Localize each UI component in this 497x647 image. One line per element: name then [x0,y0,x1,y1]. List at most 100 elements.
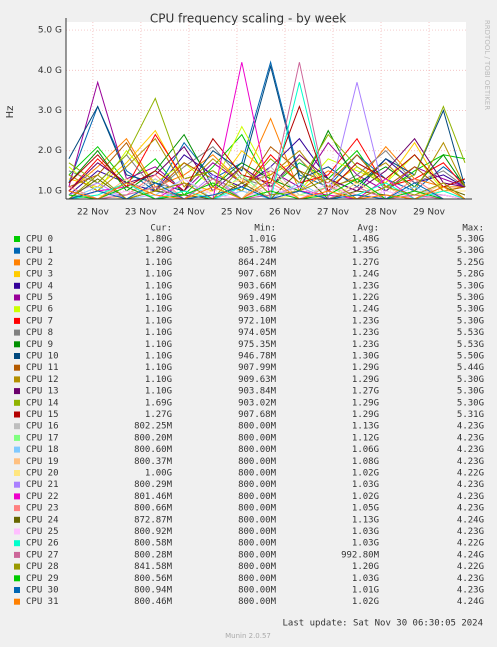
legend-swatch [14,563,20,570]
stat-value: 946.78M [238,352,277,362]
stat-value: 903.66M [238,281,277,291]
stat-value: 1.02G [352,469,379,479]
stat-value: 872.87M [134,515,173,525]
legend-swatch [14,505,20,512]
stat-value: 800.00M [238,504,277,514]
series-line [68,141,466,192]
legend-label: CPU 9 [26,340,53,350]
stat-value: 1.03G [352,574,379,584]
stat-value: 5.30G [457,305,484,315]
stat-value: 1.23G [352,340,379,350]
stat-value: 1.03G [352,480,379,490]
series-line [68,170,466,200]
legend-label: CPU 21 [26,480,59,490]
stat-value: 800.92M [134,527,173,537]
stat-value: 800.00M [238,550,277,560]
legend-swatch [14,411,20,418]
legend-swatch [14,481,20,488]
x-tick-label: 22 Nov [77,208,110,218]
last-update: Last update: Sat Nov 30 06:30:05 2024 [283,619,483,629]
stat-value: 1.20G [352,562,379,572]
legend-label: CPU 15 [26,410,59,420]
stat-value: 4.22G [457,469,484,479]
stat-value: 4.24G [457,597,484,607]
legend-swatch [14,376,20,383]
stat-value: 5.25G [457,258,484,268]
legend-label: CPU 8 [26,328,53,338]
stat-value: 800.28M [134,550,173,560]
y-tick-label: 2.0 G [38,146,62,156]
stat-value: 800.00M [238,586,277,596]
stat-value: 992.80M [341,550,380,560]
legend-swatch [14,516,20,523]
legend-label: CPU 7 [26,316,53,326]
legend-swatch [14,341,20,348]
stat-value: 1.13G [352,422,379,432]
stat-value: 5.53G [457,328,484,338]
legend-swatch [14,329,20,336]
stat-value: 800.60M [134,445,173,455]
stat-value: 800.20M [134,433,173,443]
legend-swatch [14,598,20,605]
stat-value: 800.00M [238,480,277,490]
series-line [68,64,466,192]
x-tick-label: 27 Nov [317,208,350,218]
stat-value: 1.22G [352,293,379,303]
stats-header: Min: [254,224,276,234]
stat-value: 1.10G [145,270,172,280]
chart-title: CPU frequency scaling - by week [150,12,346,26]
stat-value: 907.68M [238,410,277,420]
legend-label: CPU 19 [26,457,59,467]
stat-value: 972.10M [238,316,277,326]
series-line [68,97,466,192]
stat-value: 1.00G [145,469,172,479]
legend-label: CPU 13 [26,387,59,397]
stat-value: 903.84M [238,387,277,397]
stat-value: 1.80G [145,235,172,245]
stat-value: 1.10G [145,387,172,397]
stat-value: 1.35G [352,246,379,256]
stat-value: 5.50G [457,352,484,362]
stat-value: 4.23G [457,433,484,443]
stat-value: 1.29G [352,410,379,420]
stat-value: 4.22G [457,539,484,549]
stat-value: 969.49M [238,293,277,303]
legend-label: CPU 24 [26,515,59,525]
stat-value: 800.00M [238,492,277,502]
legend-label: CPU 27 [26,550,59,560]
legend-label: CPU 18 [26,445,59,455]
stat-value: 800.00M [238,445,277,455]
legend-label: CPU 0 [26,235,53,245]
legend-swatch [14,587,20,593]
series-line [68,137,466,192]
stat-value: 1.20G [145,246,172,256]
stat-value: 800.29M [134,480,173,490]
stat-value: 1.29G [352,398,379,408]
stat-value: 805.78M [238,246,277,256]
stat-value: 5.30G [457,387,484,397]
stat-value: 4.23G [457,457,484,467]
y-axis-label: Hz [5,106,16,119]
stat-value: 800.66M [134,504,173,514]
stat-value: 1.27G [145,410,172,420]
footer: Munin 2.0.57 [225,632,271,640]
stat-value: 1.23G [352,281,379,291]
stat-value: 975.35M [238,340,277,350]
stat-value: 1.10G [145,328,172,338]
stat-value: 5.30G [457,281,484,291]
stat-value: 903.68M [238,305,277,315]
stat-value: 841.58M [134,562,173,572]
series-line [68,178,466,200]
stat-value: 1.10G [145,363,172,373]
legend-swatch [14,528,20,535]
stat-value: 903.02M [238,398,277,408]
stat-value: 1.02G [352,597,379,607]
stat-value: 1.69G [145,398,172,408]
legend-swatch [14,388,20,395]
legend-swatch [14,458,20,465]
legend-swatch [14,470,20,476]
stat-value: 4.24G [457,550,484,560]
legend-swatch [14,294,20,301]
stat-value: 5.30G [457,293,484,303]
stat-value: 800.00M [238,457,277,467]
